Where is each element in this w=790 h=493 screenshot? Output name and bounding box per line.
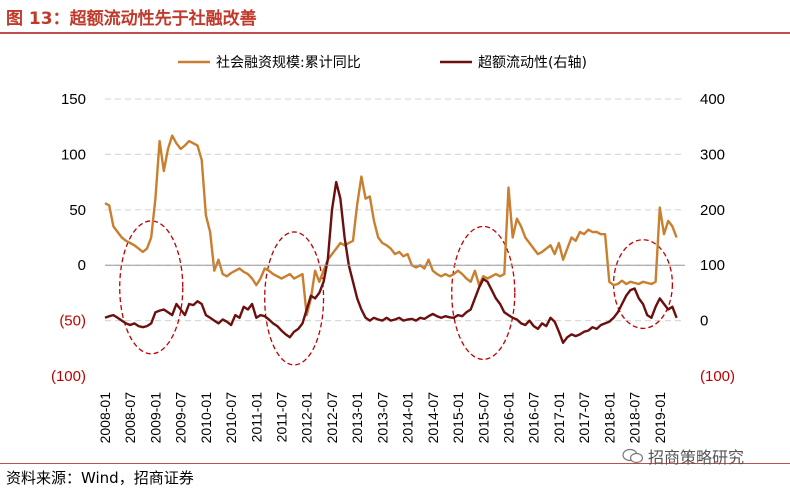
right-tick-label: 100 (700, 257, 725, 274)
watermark-text: 招商策略研究 (648, 448, 745, 467)
x-tick-label: 2008-07 (122, 392, 138, 444)
legend-label-excess-liquidity: 超额流动性(右轴) (478, 55, 587, 71)
chart: 150 100 50 0 (50) (100) 400 300 200 100 0 (100) 20… (51, 55, 735, 444)
x-tick-label: 2008-01 (97, 392, 113, 444)
left-tick-label: (50) (59, 313, 86, 330)
watermark: 招商策略研究 (622, 444, 744, 468)
annotation-circles (119, 220, 674, 366)
x-tick-label: 2013-07 (374, 392, 390, 444)
x-tick-label: 2017-01 (551, 392, 567, 444)
left-tick-label: 150 (61, 91, 86, 108)
x-tick-label: 2015-07 (475, 392, 491, 444)
left-axis: 150 100 50 0 (50) (100) (51, 91, 86, 385)
right-axis: 400 300 200 100 0 (100) (700, 91, 735, 385)
x-tick-label: 2011-01 (248, 392, 264, 443)
x-tick-label: 2013-01 (349, 392, 365, 444)
top-divider (0, 32, 790, 34)
series-line-tsf (104, 134, 678, 317)
x-tick-label: 2018-01 (601, 392, 617, 444)
highlight-ellipse (451, 225, 516, 361)
x-tick-label: 2010-01 (198, 392, 214, 444)
right-tick-label: 0 (700, 313, 708, 330)
x-tick-label: 2009-01 (147, 392, 163, 444)
legend-label-tsf: 社会融资规模:累计同比 (216, 55, 361, 71)
x-tick-label: 2014-01 (400, 392, 416, 444)
x-tick-label: 2016-01 (500, 392, 516, 444)
x-tick-label: 2016-07 (526, 392, 542, 444)
series-lines (104, 134, 678, 344)
x-tick-label: 2017-07 (576, 392, 592, 444)
wechat-icon (622, 448, 644, 464)
x-axis: 2008-01 2008-07 2009-01 2009-07 2010-01 2010-… (97, 264, 685, 444)
x-tick-label: 2011-07 (274, 392, 290, 443)
x-tick-label: 2018-07 (627, 392, 643, 444)
right-tick-label: 300 (700, 146, 725, 163)
source-note: 资料来源：Wind，招商证券 (6, 469, 194, 487)
x-tick-label: 2012-07 (324, 392, 340, 444)
right-tick-label: 400 (700, 91, 725, 108)
right-tick-label: 200 (700, 202, 725, 219)
legend: 社会融资规模:累计同比 超额流动性(右轴) (178, 55, 587, 71)
bottom-divider (0, 463, 790, 464)
x-tick-label: 2010-07 (223, 392, 239, 444)
left-tick-label: (100) (51, 368, 86, 385)
x-tick-label: 2015-01 (450, 392, 466, 444)
x-tick-label: 2009-07 (173, 392, 189, 444)
series-line-excess-liquidity (104, 180, 678, 344)
highlight-ellipse (264, 231, 325, 366)
right-tick-label: (100) (700, 368, 735, 385)
left-tick-label: 50 (69, 202, 86, 219)
x-tick-label: 2014-07 (425, 392, 441, 444)
figure-title: 图 13：超额流动性先于社融改善 (6, 9, 257, 29)
x-tick-label: 2019-01 (652, 392, 668, 444)
x-tick-label: 2012-01 (299, 392, 315, 444)
highlight-ellipse (119, 220, 184, 355)
highlight-ellipse (612, 239, 674, 330)
left-tick-label: 0 (78, 257, 86, 274)
left-tick-label: 100 (61, 146, 86, 163)
grid-lines (105, 98, 685, 322)
